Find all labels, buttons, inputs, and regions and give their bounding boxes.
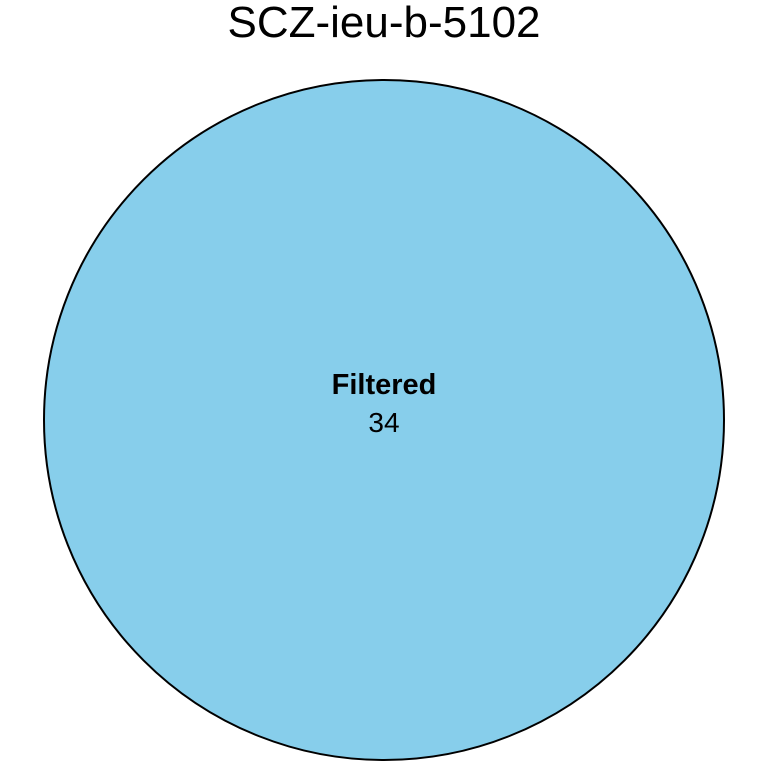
venn-set-label: Filtered — [332, 369, 437, 401]
diagram-title: SCZ-ieu-b-5102 — [227, 0, 540, 47]
venn-set-filtered: Filtered 34 — [43, 79, 725, 761]
venn-set-circle — [43, 79, 725, 761]
venn-set-count: 34 — [368, 407, 399, 438]
